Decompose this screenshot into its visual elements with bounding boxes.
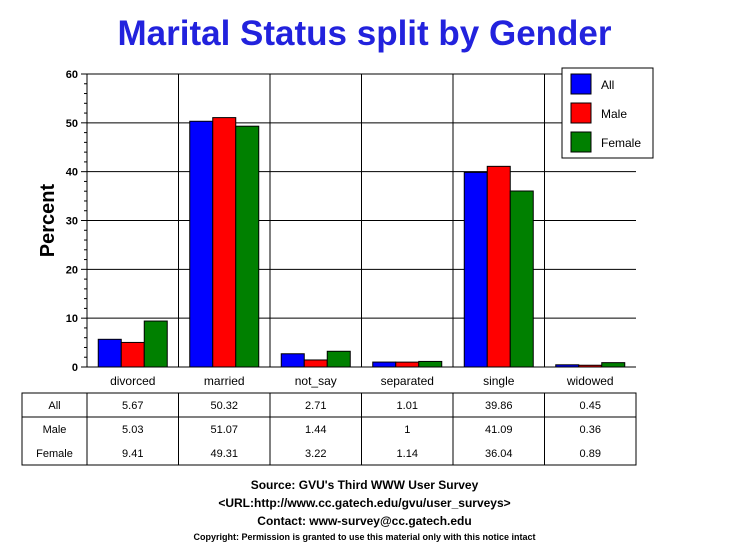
bar-female-married xyxy=(235,125,260,368)
x-tick-label: married xyxy=(204,374,245,388)
source-text: Source: GVU's Third WWW User Survey xyxy=(250,478,479,492)
table-cell: 1.01 xyxy=(397,400,418,412)
bar-all-single xyxy=(463,171,488,368)
y-tick-label: 0 xyxy=(72,362,78,374)
x-tick-label: single xyxy=(483,374,515,388)
table-cell: 51.07 xyxy=(210,424,238,436)
x-tick-label: divorced xyxy=(110,374,155,388)
table-cell: 9.41 xyxy=(122,448,143,460)
table-row-label: Female xyxy=(36,448,73,460)
table-cell: 3.22 xyxy=(305,448,326,460)
url-text: <URL:http://www.cc.gatech.edu/gvu/user_s… xyxy=(218,496,511,510)
bar-all-widowed xyxy=(555,364,580,368)
y-tick-label: 10 xyxy=(66,313,78,325)
table-cell: 1 xyxy=(404,424,410,436)
legend-swatch-all xyxy=(570,73,592,95)
bar-all-not_say xyxy=(280,353,305,368)
legend-swatch-male xyxy=(570,102,592,124)
bar-male-divorced xyxy=(120,341,145,368)
x-tick-label: widowed xyxy=(566,374,614,388)
table-cell: 50.32 xyxy=(210,400,238,412)
table-row-label: All xyxy=(48,400,60,412)
bar-male-married xyxy=(212,117,237,368)
table-cell: 39.86 xyxy=(485,400,513,412)
data-table-border xyxy=(21,392,637,466)
table-cell: 49.31 xyxy=(210,448,238,460)
y-tick-label: 50 xyxy=(66,118,78,130)
legend-swatch-female xyxy=(570,131,592,153)
bar-all-separated xyxy=(372,361,397,368)
x-tick-label: not_say xyxy=(295,374,337,388)
bar-female-divorced xyxy=(143,320,168,368)
table-cell: 5.67 xyxy=(122,400,143,412)
table-row-label: Male xyxy=(43,424,67,436)
bar-male-single xyxy=(486,165,511,368)
bar-female-not_say xyxy=(326,350,351,368)
table-cell: 2.71 xyxy=(305,400,326,412)
contact-text: Contact: www-survey@cc.gatech.edu xyxy=(257,514,472,528)
x-tick-label: separated xyxy=(381,374,434,388)
legend-label: All xyxy=(601,78,614,92)
table-cell: 5.03 xyxy=(122,424,143,436)
y-axis-label: Percent xyxy=(37,183,59,257)
copyright-text: Copyright: Permission is granted to use … xyxy=(193,532,536,542)
bar-female-separated xyxy=(418,360,443,368)
bar-all-divorced xyxy=(97,338,122,368)
chart-footer: Source: GVU's Third WWW User Survey <URL… xyxy=(0,476,729,544)
y-tick-label: 20 xyxy=(66,264,78,276)
table-cell: 1.44 xyxy=(305,424,326,436)
legend-label: Female xyxy=(601,136,641,150)
y-tick-label: 30 xyxy=(66,216,78,228)
chart-title: Marital Status split by Gender xyxy=(117,14,612,53)
table-cell: 41.09 xyxy=(485,424,513,436)
y-tick-label: 60 xyxy=(66,69,78,81)
y-tick-label: 40 xyxy=(66,167,78,179)
table-cell: 0.89 xyxy=(580,448,601,460)
bar-male-separated xyxy=(395,361,420,368)
bar-female-widowed xyxy=(601,362,626,368)
table-cell: 1.14 xyxy=(397,448,418,460)
table-cell: 0.45 xyxy=(580,400,601,412)
table-cell: 0.36 xyxy=(580,424,601,436)
bar-all-married xyxy=(189,120,214,368)
bar-male-widowed xyxy=(578,364,603,368)
bar-female-single xyxy=(509,190,534,368)
bar-male-not_say xyxy=(303,359,328,368)
legend-label: Male xyxy=(601,107,627,121)
table-cell: 36.04 xyxy=(485,448,513,460)
